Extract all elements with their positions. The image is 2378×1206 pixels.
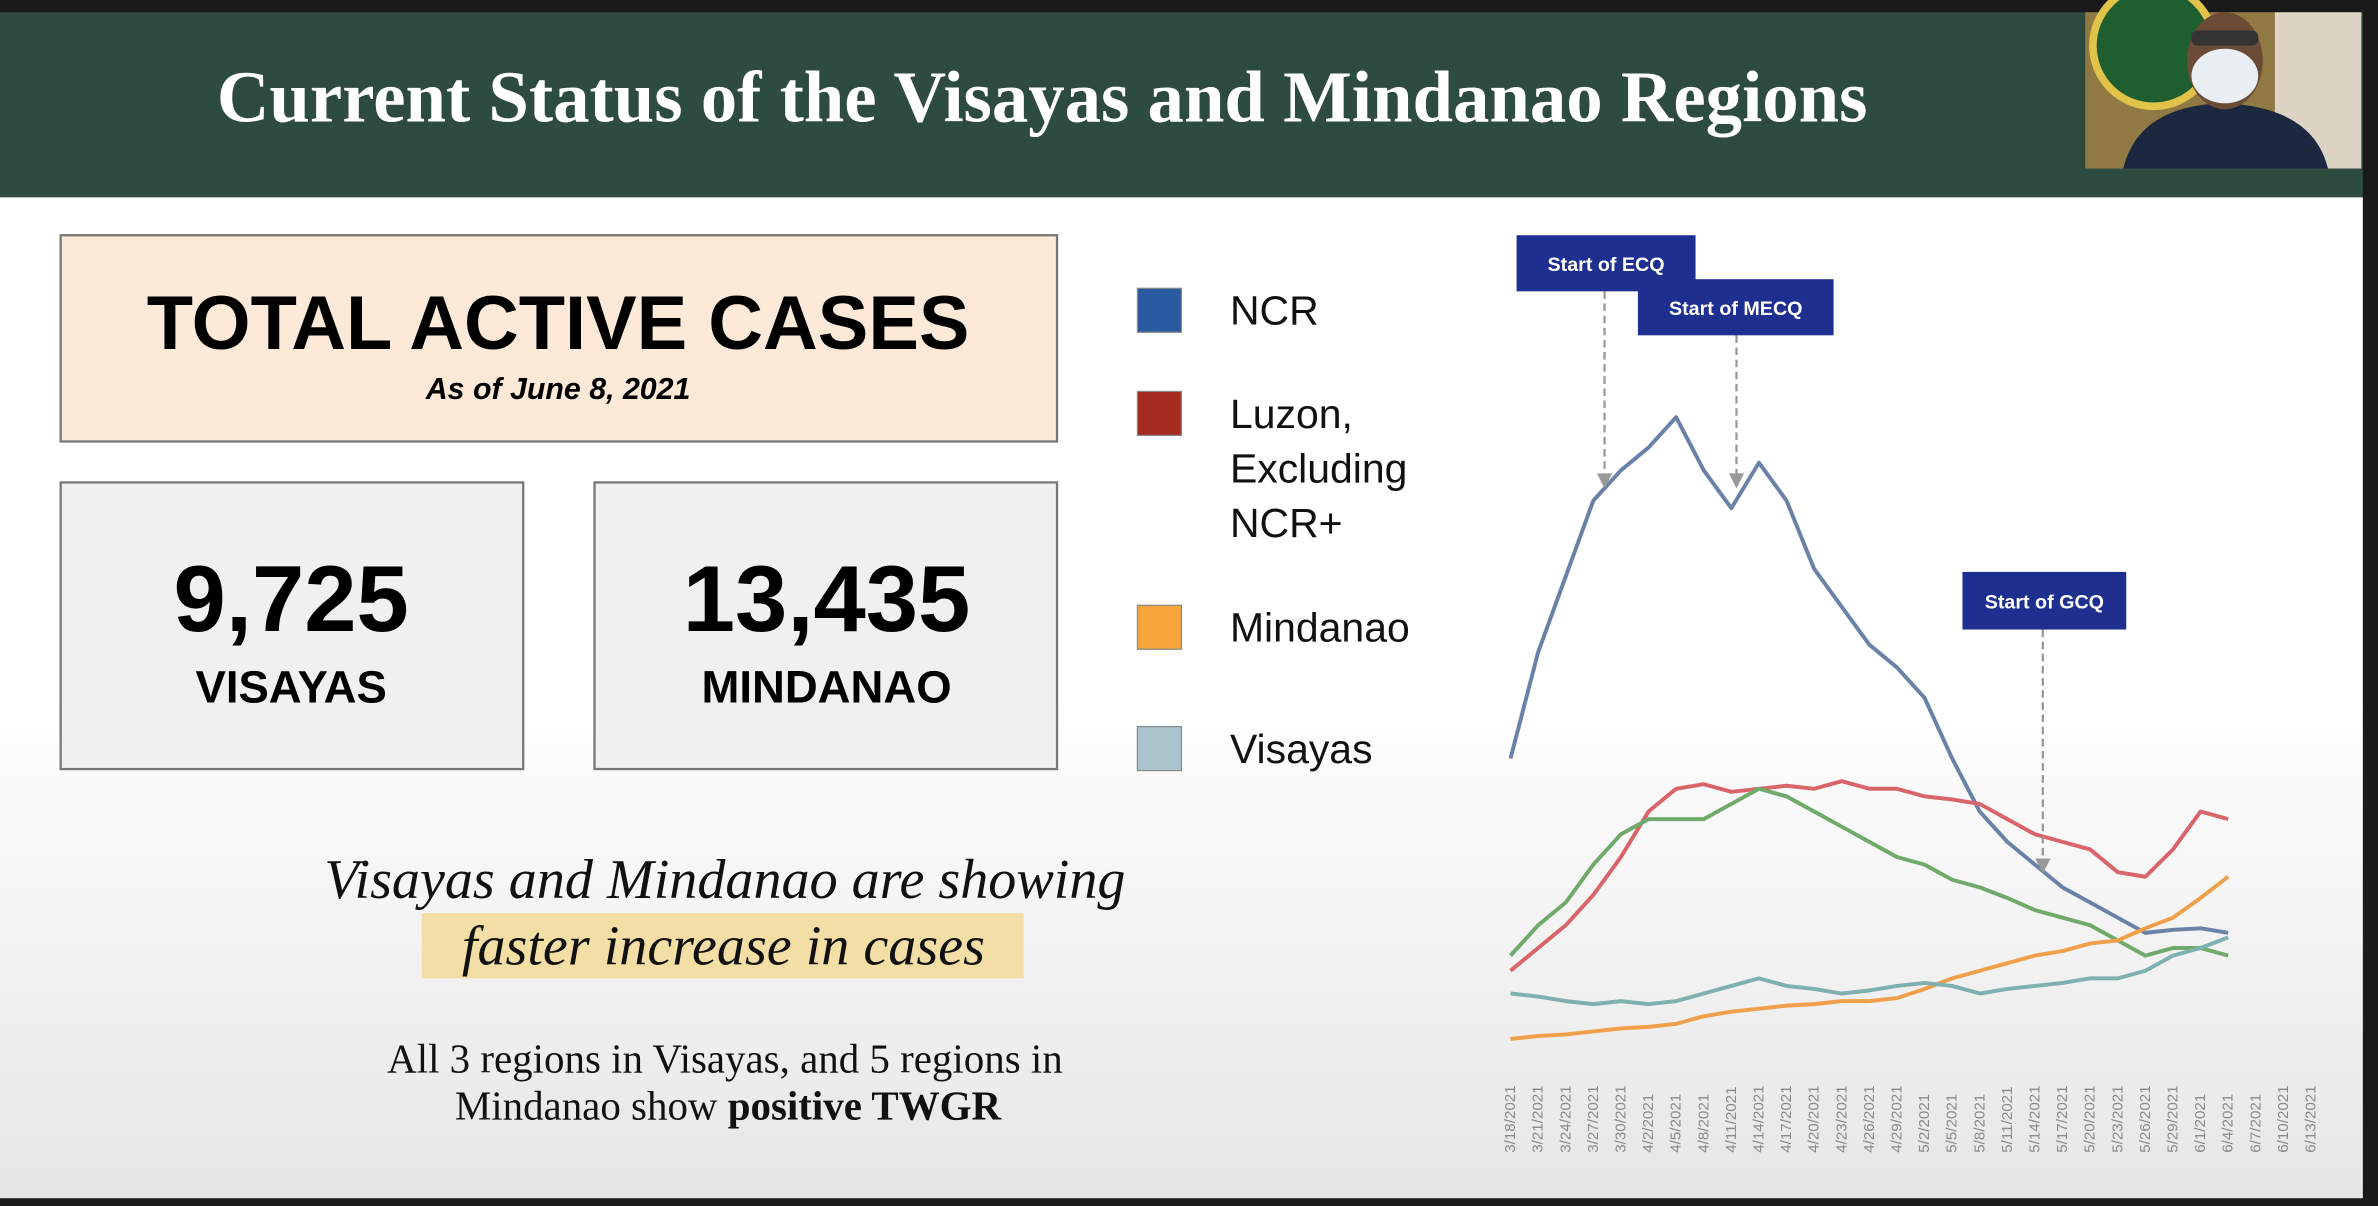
- x-tick-label: 4/8/2021: [1695, 1094, 1712, 1153]
- legend-label: Visayas: [1230, 726, 1373, 772]
- x-tick-label: 5/2/2021: [1916, 1094, 1933, 1153]
- annotation-box: [1637, 279, 1834, 336]
- legend-swatch: [1136, 287, 1183, 333]
- card-value: 13,435: [683, 546, 971, 651]
- body-text: Mindanao show positive TWGR: [455, 1083, 1002, 1128]
- x-tick-label: 4/11/2021: [1723, 1086, 1740, 1152]
- legend-label: NCR: [1230, 288, 1319, 334]
- series-line: [1510, 935, 2229, 1007]
- x-tick-label: 4/5/2021: [1668, 1094, 1685, 1153]
- x-tick-label: 3/27/2021: [1585, 1085, 1602, 1152]
- x-tick-label: 3/18/2021: [1502, 1085, 1519, 1152]
- series-line: [1510, 875, 2230, 1041]
- slide-title: Current Status of the Visayas and Mindan…: [217, 56, 1868, 137]
- x-tick-label: 6/4/2021: [2220, 1094, 2237, 1153]
- x-tick-label: 4/14/2021: [1750, 1085, 1767, 1152]
- header-bar: [0, 12, 2363, 198]
- x-tick-label: 3/30/2021: [1612, 1085, 1629, 1152]
- summary-title: TOTAL ACTIVE CASES: [147, 281, 970, 366]
- x-tick-label: 4/29/2021: [1888, 1085, 1905, 1152]
- annotation-arrowhead: [2035, 858, 2051, 874]
- body-text-bold: positive TWGR: [728, 1083, 1002, 1128]
- x-tick-label: 5/11/2021: [1999, 1086, 2016, 1152]
- card-label: MINDANAO: [701, 661, 951, 712]
- x-tick-label: 5/26/2021: [2137, 1085, 2154, 1152]
- card-value: 9,725: [174, 546, 409, 651]
- card: [593, 481, 1059, 771]
- legend-label: NCR+: [1230, 500, 1343, 546]
- x-tick-label: 4/17/2021: [1778, 1085, 1795, 1152]
- card: [59, 481, 525, 771]
- chart: 3/18/2021 3/21/2021 3/24/2021 3/27/2021 3/30…: [1502, 235, 2320, 1153]
- body-text-part: Mindanao show: [455, 1083, 728, 1128]
- summary-box: [59, 234, 1059, 443]
- message-highlight: faster increase in cases: [462, 916, 985, 978]
- legend: NCR Luzon, Excluding NCR+ Mindanao Visayas: [1136, 287, 1410, 772]
- webcam: [2085, 0, 2362, 169]
- series-line: [1508, 415, 2229, 935]
- x-tick-label: 3/21/2021: [1530, 1085, 1547, 1152]
- x-tick-label: 5/29/2021: [2165, 1085, 2182, 1152]
- x-tick-label: 5/17/2021: [2054, 1085, 2071, 1152]
- x-tick-label: 5/5/2021: [1944, 1094, 1961, 1153]
- x-tick-label: 6/1/2021: [2192, 1094, 2209, 1153]
- card-label: VISAYAS: [196, 661, 387, 712]
- x-tick-label: 5/14/2021: [2026, 1085, 2043, 1152]
- legend-swatch: [1136, 604, 1183, 650]
- series-line: [1509, 779, 2229, 973]
- series-line: [1509, 786, 2229, 958]
- x-tick-label: 6/7/2021: [2247, 1094, 2264, 1153]
- summary-subtitle: As of June 8, 2021: [425, 373, 691, 406]
- annotation-arrowhead: [1596, 473, 1613, 489]
- legend-label: Luzon,: [1230, 391, 1353, 437]
- x-tick-label: 5/23/2021: [2109, 1085, 2126, 1152]
- annotation-box: [1962, 571, 2127, 630]
- body-text: All 3 regions in Visayas, and 5 regions …: [387, 1036, 1063, 1081]
- highlight: [421, 913, 1024, 979]
- annotation-label: Start of MECQ: [1669, 298, 1803, 320]
- x-tick-label: 4/26/2021: [1861, 1085, 1878, 1152]
- x-tick-label: 4/20/2021: [1806, 1085, 1823, 1152]
- x-tick-label: 5/20/2021: [2082, 1085, 2099, 1152]
- annotation-label: Start of GCQ: [1985, 591, 2104, 613]
- x-tick-label: 6/13/2021: [2303, 1085, 2320, 1152]
- legend-label: Excluding: [1230, 445, 1408, 491]
- legend-swatch: [1136, 390, 1183, 437]
- x-tick-label: 4/23/2021: [1833, 1085, 1850, 1152]
- x-tick-label: 5/8/2021: [1971, 1094, 1988, 1153]
- legend-swatch: [1136, 725, 1183, 772]
- x-tick-label: 3/24/2021: [1557, 1085, 1574, 1152]
- message-line: Visayas and Mindanao are showing: [324, 849, 1125, 911]
- x-tick-label: 6/10/2021: [2275, 1085, 2292, 1152]
- x-tick-label: 4/2/2021: [1640, 1094, 1657, 1153]
- legend-label: Mindanao: [1230, 605, 1410, 651]
- annotation-label: Start of ECQ: [1547, 254, 1664, 276]
- annotation-arrowhead: [1728, 473, 1745, 489]
